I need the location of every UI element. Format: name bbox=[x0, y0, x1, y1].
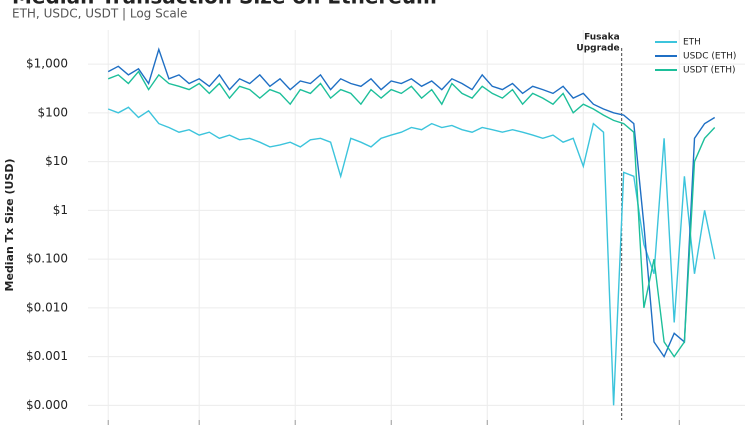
y-tick-label: $0.000 bbox=[26, 398, 68, 412]
y-axis-label: Median Tx Size (USD) bbox=[3, 159, 16, 292]
annotation-text: Fusaka bbox=[584, 33, 620, 43]
series-line bbox=[107, 70, 716, 358]
y-tick-label: $100 bbox=[37, 105, 68, 119]
y-tick-label: $1 bbox=[53, 203, 68, 217]
y-tick-label: $0.100 bbox=[26, 252, 68, 266]
series-line bbox=[107, 47, 716, 359]
chart-title: Median Transaction Size on Ethereum bbox=[12, 0, 437, 9]
legend-label: ETH bbox=[683, 38, 701, 48]
annotation-text: Upgrade bbox=[576, 44, 619, 54]
chart-subtitle: ETH, USDC, USDT | Log Scale bbox=[12, 7, 187, 21]
legend-label: USDT (ETH) bbox=[683, 66, 736, 76]
y-tick-label: $10 bbox=[45, 154, 68, 168]
y-tick-label: $0.010 bbox=[26, 300, 68, 314]
y-tick-label: $0.001 bbox=[26, 349, 68, 363]
legend-label: USDC (ETH) bbox=[683, 52, 736, 62]
series-line bbox=[107, 106, 716, 406]
y-tick-label: $1,000 bbox=[26, 57, 68, 71]
